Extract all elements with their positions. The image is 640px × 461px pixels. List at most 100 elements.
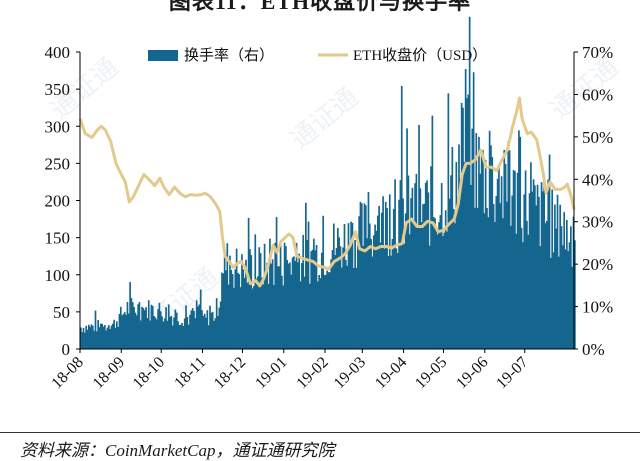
turnover-bar — [97, 320, 99, 349]
turnover-bar — [574, 240, 576, 349]
turnover-bar — [351, 222, 354, 349]
turnover-bar — [241, 254, 243, 349]
turnover-bar — [567, 251, 570, 349]
turnover-bar — [289, 262, 291, 349]
turnover-bar — [418, 124, 420, 350]
turnover-bar — [431, 115, 434, 349]
turnover-bar — [386, 208, 388, 349]
turnover-bar — [142, 308, 145, 349]
turnover-bar — [80, 327, 82, 349]
right-tick-label: 50% — [582, 128, 613, 147]
turnover-bar — [447, 93, 450, 349]
turnover-bar — [299, 281, 302, 349]
turnover-bar — [450, 175, 452, 349]
turnover-bars — [80, 16, 576, 350]
turnover-bar — [243, 277, 246, 349]
turnover-bar — [464, 68, 467, 349]
turnover-bar — [532, 179, 535, 349]
turnover-bar — [159, 311, 162, 349]
turnover-bar — [178, 324, 181, 349]
watermark-text: 通证通 — [285, 82, 363, 154]
turnover-bar — [556, 194, 559, 349]
turnover-bar — [109, 329, 111, 349]
right-tick-label: 60% — [582, 85, 613, 104]
turnover-bar — [428, 245, 431, 349]
turnover-bar — [246, 282, 249, 349]
turnover-bar — [495, 196, 498, 349]
x-tick-label: 18-10 — [130, 354, 168, 392]
turnover-bar — [103, 325, 106, 349]
right-tick-label: 30% — [582, 213, 613, 232]
turnover-bar — [279, 243, 282, 349]
right-axis-ticks: 0% 10% 20% 30% 40% 50% 60% 70% — [574, 43, 613, 359]
turnover-bar — [503, 149, 506, 349]
turnover-bar — [491, 157, 494, 349]
legend-swatch-bar — [148, 50, 178, 61]
turnover-bar — [145, 307, 147, 349]
turnover-bar — [234, 269, 237, 349]
turnover-bar — [466, 98, 468, 350]
turnover-bar — [325, 274, 327, 349]
turnover-bar — [271, 259, 274, 349]
turnover-bar — [183, 318, 186, 349]
turnover-bar — [514, 171, 516, 349]
turnover-bar — [487, 217, 490, 349]
turnover-bar — [391, 239, 394, 349]
turnover-bar — [410, 198, 412, 349]
turnover-bar — [138, 302, 141, 349]
right-tick-label: 70% — [582, 43, 613, 62]
turnover-bar — [371, 256, 374, 349]
turnover-bar — [511, 195, 514, 349]
turnover-bar — [121, 315, 123, 349]
turnover-bar — [170, 315, 173, 349]
turnover-bar — [210, 312, 213, 349]
turnover-bar — [496, 178, 499, 349]
turnover-bar — [390, 255, 392, 349]
turnover-bar — [190, 310, 193, 349]
turnover-bar — [321, 252, 323, 349]
turnover-bar — [334, 254, 336, 349]
turnover-bar — [291, 257, 294, 349]
turnover-bar — [535, 205, 538, 349]
turnover-bar — [446, 231, 448, 349]
turnover-bar — [199, 289, 202, 349]
turnover-bar — [174, 309, 177, 349]
turnover-bar — [378, 205, 380, 349]
turnover-bar — [211, 311, 214, 349]
turnover-bar — [157, 309, 159, 349]
turnover-bar — [81, 332, 84, 349]
turnover-bar — [90, 324, 93, 349]
turnover-bar — [162, 321, 165, 349]
left-tick-label: 100 — [45, 266, 71, 285]
turnover-bar — [242, 269, 245, 349]
x-tick-label: 19-07 — [493, 354, 531, 392]
turnover-bar — [420, 222, 423, 349]
turnover-bar — [327, 272, 330, 349]
turnover-bar — [194, 318, 197, 349]
turnover-bar — [302, 234, 305, 349]
turnover-bar — [380, 212, 383, 349]
turnover-bar — [99, 323, 102, 349]
turnover-bar — [411, 187, 414, 349]
turnover-bar — [364, 205, 367, 349]
x-tick-label: 18-12 — [211, 354, 249, 392]
turnover-bar — [543, 179, 546, 349]
turnover-bar — [475, 133, 478, 349]
turnover-bar — [282, 285, 285, 349]
turnover-bar — [198, 304, 201, 349]
turnover-bar — [458, 144, 460, 349]
turnover-bar — [555, 228, 558, 349]
turnover-bar — [462, 107, 464, 350]
turnover-bar — [463, 162, 466, 349]
turnover-bar — [119, 306, 122, 349]
turnover-bar — [239, 287, 242, 349]
turnover-bar — [439, 215, 442, 349]
turnover-bar — [536, 184, 539, 349]
turnover-bar — [347, 223, 350, 349]
turnover-bar — [131, 302, 134, 349]
turnover-bar — [384, 201, 387, 349]
turnover-bar — [363, 203, 366, 349]
turnover-bar — [414, 183, 416, 349]
left-tick-label: 0 — [62, 340, 71, 359]
right-tick-label: 0% — [582, 340, 605, 359]
